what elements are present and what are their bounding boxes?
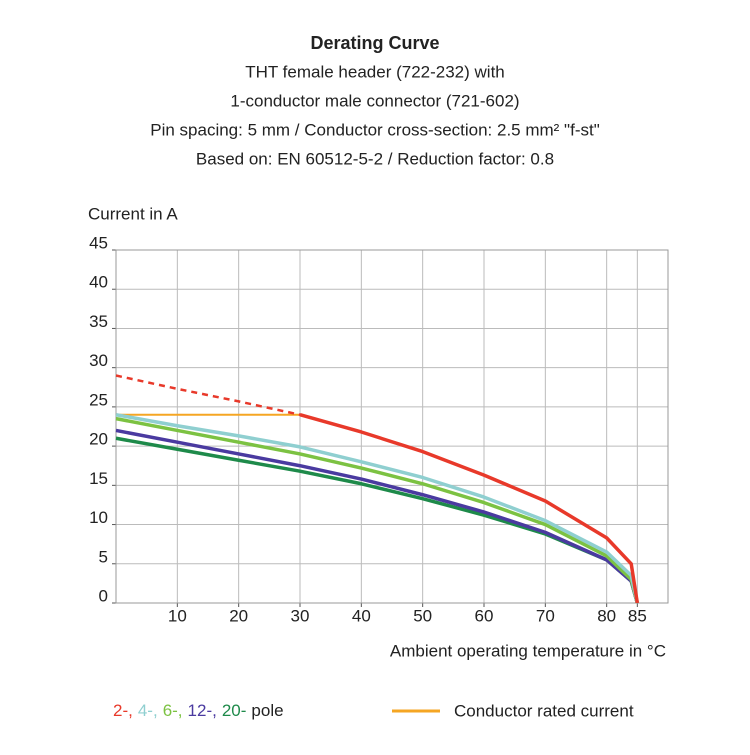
x-tick-label: 20: [229, 606, 248, 625]
y-tick-label: 0: [99, 586, 108, 605]
subtitle: Based on: EN 60512-5-2 / Reduction facto…: [196, 149, 554, 168]
y-tick-label: 35: [89, 312, 108, 331]
data-line: [115, 374, 301, 416]
legend-entry: 12-,: [188, 701, 217, 720]
x-tick-label: 40: [352, 606, 371, 625]
x-tick-label: 30: [291, 606, 310, 625]
plot-border: [115, 249, 669, 604]
data-line: [115, 416, 640, 604]
legend-entry: 6-,: [163, 701, 183, 720]
legend-entry: 20-: [222, 701, 247, 720]
legend-entry: 2-,: [113, 701, 133, 720]
x-tick-label: 85: [628, 606, 647, 625]
legend-label: Conductor rated current: [454, 701, 634, 720]
data-line: [115, 413, 640, 604]
legend-entry: 4-,: [138, 701, 158, 720]
x-tick-label: 80: [597, 606, 616, 625]
legend-suffix: pole: [251, 701, 283, 720]
y-tick-label: 20: [89, 430, 108, 449]
legend: 2-, 4-, 6-, 12-, 20- pole: [113, 701, 284, 720]
chart-title: Derating Curve: [310, 33, 439, 53]
y-axis-label: Current in A: [88, 204, 178, 223]
y-tick-label: 25: [89, 390, 108, 409]
subtitle: Pin spacing: 5 mm / Conductor cross-sect…: [150, 120, 600, 139]
y-tick-label: 5: [99, 547, 108, 566]
subtitle: 1-conductor male connector (721-602): [230, 91, 519, 110]
data-line: [115, 428, 640, 604]
y-tick-label: 45: [89, 233, 108, 252]
y-tick-label: 30: [89, 351, 108, 370]
y-tick-label: 40: [89, 273, 108, 292]
lines: [115, 374, 640, 604]
x-tick-label: 70: [536, 606, 555, 625]
y-tick-label: 10: [89, 508, 108, 527]
x-tick-label: 10: [168, 606, 187, 625]
x-tick-label: 50: [413, 606, 432, 625]
y-tick-label: 15: [89, 469, 108, 488]
x-axis-label: Ambient operating temperature in °C: [390, 641, 666, 660]
x-tick-label: 60: [475, 606, 494, 625]
data-line: [299, 413, 640, 604]
subtitle: THT female header (722-232) with: [245, 62, 505, 81]
